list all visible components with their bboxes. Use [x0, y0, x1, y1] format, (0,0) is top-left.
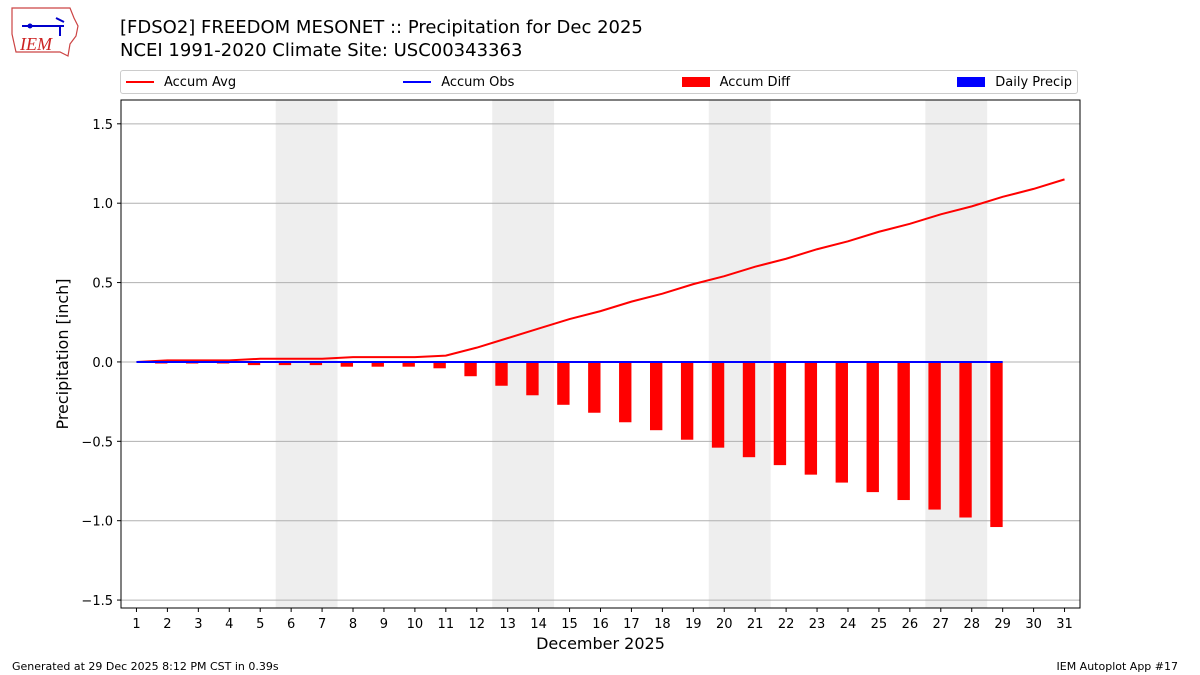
x-tick-label: 26 [902, 617, 919, 632]
x-axis-label: December 2025 [536, 634, 665, 653]
accum-diff-bar [897, 361, 910, 501]
accum-diff-bar [649, 361, 663, 431]
x-tick-label: 24 [840, 617, 857, 632]
accum-diff-bar [680, 361, 694, 440]
legend-daily-precip: Daily Precip [957, 75, 1072, 90]
accum-diff-bar [835, 361, 848, 483]
y-axis-label: Precipitation [inch] [53, 278, 72, 429]
x-tick-label: 21 [747, 617, 764, 632]
accum-diff-bar [711, 361, 725, 448]
y-tick-label: 1.0 [92, 197, 113, 212]
x-tick-label: 16 [592, 617, 609, 632]
x-tick-label: 10 [407, 617, 424, 632]
x-tick-label: 7 [318, 617, 326, 632]
y-tick-label: −1.5 [81, 594, 113, 609]
x-tick-label: 9 [380, 617, 388, 632]
x-tick-label: 17 [623, 617, 640, 632]
accum-avg-line [136, 178, 1065, 363]
svg-text:IEM: IEM [19, 34, 53, 54]
accum-diff-bar [526, 361, 539, 396]
accum-diff-bar [278, 361, 292, 366]
x-tick-label: 2 [163, 617, 171, 632]
weekend-shade [925, 100, 988, 608]
accum-diff-bar [464, 361, 477, 377]
accum-diff-bar [588, 361, 601, 413]
x-tick-label: 22 [778, 617, 795, 632]
accum-diff-bar [619, 361, 632, 423]
x-tick-label: 27 [933, 617, 950, 632]
x-tick-label: 14 [530, 617, 547, 632]
x-tick-label: 23 [809, 617, 826, 632]
accum-diff-bar [340, 361, 354, 367]
accum-diff-bar [433, 361, 446, 369]
accum-diff-bar [247, 361, 261, 366]
accum-diff-bar [402, 361, 415, 367]
weekend-shade [708, 100, 771, 608]
x-tick-label: 3 [194, 617, 202, 632]
x-tick-label: 15 [561, 617, 578, 632]
accum-diff-bar [866, 361, 879, 493]
x-tick-label: 18 [654, 617, 671, 632]
chart-subtitle: NCEI 1991-2020 Climate Site: USC00343363 [120, 40, 523, 61]
y-tick-label: 0.0 [92, 356, 113, 371]
y-tick-label: −0.5 [81, 435, 113, 450]
weekend-shade [492, 100, 555, 608]
accum-diff-bar [557, 361, 570, 405]
footer-app: IEM Autoplot App #17 [1056, 660, 1179, 673]
chart-title: [FDSO2] FREEDOM MESONET :: Precipitation… [120, 17, 643, 38]
x-tick-label: 28 [963, 617, 980, 632]
accum-diff-bar [495, 361, 508, 386]
y-tick-label: 1.5 [92, 118, 113, 133]
x-tick-label: 25 [871, 617, 888, 632]
x-tick-label: 11 [438, 617, 455, 632]
x-tick-label: 5 [256, 617, 264, 632]
x-tick-label: 20 [716, 617, 733, 632]
x-tick-label: 8 [349, 617, 357, 632]
x-tick-label: 12 [468, 617, 485, 632]
x-tick-label: 30 [1025, 617, 1042, 632]
y-tick-label: −1.0 [81, 515, 113, 530]
x-tick-label: 19 [685, 617, 702, 632]
accum-diff-bar [990, 361, 1003, 528]
accum-diff-bar [742, 361, 756, 458]
accum-diff-bar [371, 361, 384, 367]
weekend-shade [275, 100, 338, 608]
x-tick-label: 1 [132, 617, 140, 632]
iem-logo: IEM [11, 7, 79, 57]
x-tick-label: 29 [994, 617, 1011, 632]
legend: Accum Avg Accum Obs Accum Diff Daily Pre… [120, 70, 1078, 94]
legend-accum-diff: Accum Diff [681, 75, 790, 90]
accum-diff-bar [928, 361, 941, 510]
x-tick-label: 31 [1056, 617, 1073, 632]
accum-diff-bar [773, 361, 787, 466]
plot-frame [120, 99, 1081, 609]
legend-accum-avg: Accum Avg [126, 75, 236, 90]
accum-diff-bar [309, 361, 323, 366]
accum-diff-bar [959, 361, 972, 518]
y-tick-label: 0.5 [92, 277, 113, 292]
x-tick-label: 13 [499, 617, 516, 632]
x-tick-label: 6 [287, 617, 295, 632]
footer-generated: Generated at 29 Dec 2025 8:12 PM CST in … [12, 660, 279, 673]
accum-diff-bar [804, 361, 818, 475]
legend-accum-obs: Accum Obs [403, 75, 514, 90]
x-tick-label: 4 [225, 617, 233, 632]
